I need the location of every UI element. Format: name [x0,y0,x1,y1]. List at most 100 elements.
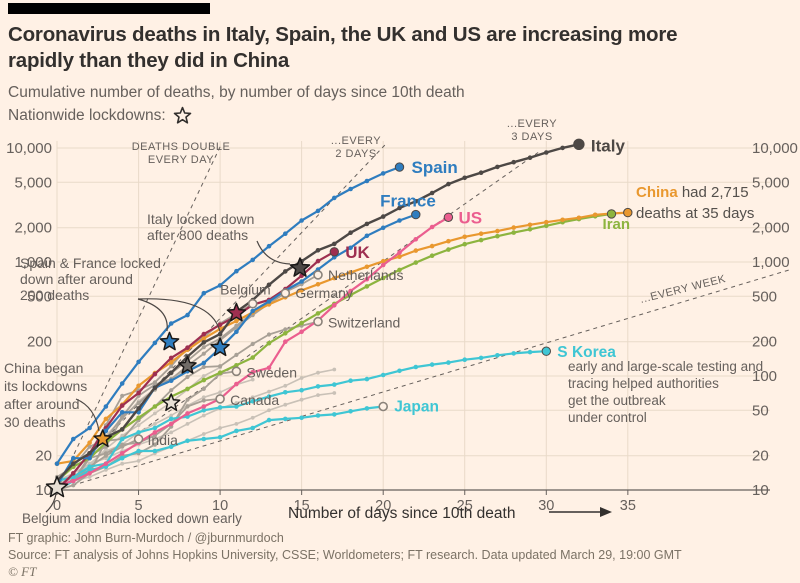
china-note: deaths at 35 days [636,205,754,222]
annotation-connector [45,493,57,513]
point-us [168,421,174,427]
point-china [103,416,109,422]
belgium-india-lockdown-note: Belgium and India locked down early [22,511,242,526]
point-iran [478,237,484,243]
country-label-belgium: Belgium [220,282,271,298]
point-spain [380,171,386,176]
point-switzerland [218,364,223,369]
point-iran [217,370,223,376]
point-us [266,365,272,371]
point-china [234,318,239,324]
point-japan [185,438,190,444]
country-label-france: France [380,192,436,211]
y-tick-label-left: 20 [35,448,52,465]
point-spain [54,461,60,467]
point-iran [527,227,533,232]
point-canada [185,404,190,409]
doubling-line-label: 3 DAYS [511,131,552,143]
point-us [380,262,386,268]
x-tick-label: 35 [620,498,636,514]
point-s-korea [332,382,337,387]
y-tick-label-right: 20 [752,448,769,465]
point-france [168,378,174,384]
endpoint-china [623,207,633,218]
point-other-3 [250,377,255,382]
point-s-korea [380,372,386,378]
point-spain [103,404,109,409]
x-tick-label: 25 [457,498,473,514]
point-uk [71,471,76,476]
point-japan [364,406,370,411]
point-japan [217,435,223,440]
point-s-korea [413,364,419,370]
endpoint-iran [606,209,617,219]
endpoint-italy [573,138,585,151]
point-iran [413,260,419,265]
doubling-line-label: ...EVERY WEEK [639,273,727,306]
point-spain [119,381,125,386]
point-switzerland [250,341,255,347]
spain-france-lockdown-note: Spain & France locked [20,255,161,271]
endpoint-uk [329,247,339,257]
point-other-2 [136,423,141,428]
point-us [364,276,370,282]
x-axis-title: Number of days since 10th death [288,505,515,522]
point-other-2 [153,411,157,416]
point-france [380,225,386,231]
point-iran [495,233,500,239]
point-china [429,243,435,249]
italy-lockdown-note: after 800 deaths [147,227,248,243]
point-other-5 [136,459,141,463]
endpoint-india [133,434,144,444]
country-label-canada: Canada [230,392,279,408]
point-us [397,250,402,255]
point-china [544,219,549,225]
lockdown-star-icon [173,106,191,124]
point-italy [413,199,419,204]
point-italy [495,164,500,170]
point-france [364,233,370,239]
point-other-4 [267,389,271,394]
x-axis-arrowhead [600,507,612,517]
page-title: Coronavirus deaths in Italy, Spain, the … [8,23,678,72]
point-sweden [185,397,190,402]
y-tick-label-left: 200 [27,334,52,351]
point-germany [201,351,206,356]
annotation-connector [137,298,168,332]
point-japan [266,417,272,423]
point-other-4 [201,413,206,418]
point-italy [266,282,272,288]
point-india [120,444,125,449]
series-other-5 [56,392,336,487]
point-china [560,217,565,223]
point-france [266,299,272,304]
point-s-korea [185,414,190,419]
point-japan [152,448,158,454]
point-us [299,329,304,335]
point-s-korea [217,405,223,410]
lockdown-star-germany [178,356,197,374]
point-italy [511,159,516,165]
point-france [234,329,239,335]
point-japan [348,409,353,414]
point-china [478,231,484,236]
page-subtitle: Cumulative number of deaths, by number o… [8,84,465,101]
china-lockdown-note: its lockdowns [4,378,87,394]
y-tick-label-left: 1,000 [14,254,52,271]
lockdown-star-france [210,337,230,357]
point-spain [234,268,239,274]
point-italy [332,241,337,247]
point-japan [315,413,321,418]
country-label-sweden: Sweden [246,364,297,380]
point-iran [250,355,255,360]
point-italy [283,269,288,274]
point-other-5 [283,402,288,407]
point-other-5 [267,408,271,413]
point-other-4 [153,437,157,441]
point-iran [429,253,435,258]
point-france [348,245,353,251]
annotation-connector [137,298,222,337]
point-s-korea [397,368,402,374]
point-iran [380,275,386,281]
